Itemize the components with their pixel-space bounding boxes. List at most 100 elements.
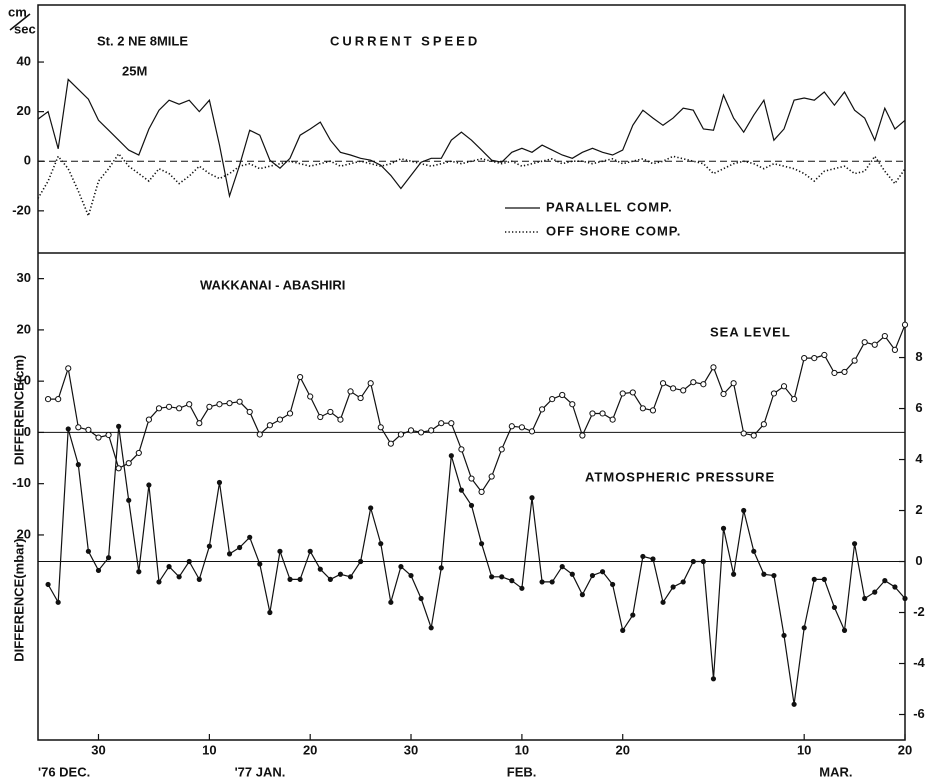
plot-frame: [37, 4, 906, 741]
data-point: [286, 410, 294, 417]
data-point: [872, 589, 878, 595]
data-point: [327, 576, 333, 582]
y-tick-label: 40: [17, 53, 31, 68]
data-point: [297, 576, 303, 582]
data-point: [125, 460, 132, 467]
data-point: [660, 599, 666, 605]
data-point: [458, 487, 465, 493]
data-point: [741, 507, 747, 514]
data-point: [407, 427, 415, 434]
y-tick-label: 20: [17, 526, 31, 541]
data-point: [418, 595, 424, 602]
data-point: [327, 408, 334, 416]
data-point: [317, 566, 323, 572]
data-point: [387, 440, 394, 447]
data-point: [619, 390, 626, 397]
data-point: [236, 398, 243, 405]
data-point: [267, 609, 273, 616]
data-point: [357, 394, 364, 402]
data-point: [891, 346, 899, 353]
data-point: [499, 574, 505, 580]
data-point: [287, 576, 293, 582]
data-point: [448, 453, 454, 459]
data-point: [720, 525, 727, 531]
y-tick-label: 0: [24, 424, 31, 439]
data-point: [630, 612, 636, 618]
data-point: [680, 579, 686, 585]
data-point: [428, 427, 435, 434]
y-tick-label: 10: [17, 373, 31, 388]
data-point: [781, 632, 787, 639]
y2-tick-label: -2: [913, 604, 925, 619]
data-point: [882, 578, 888, 584]
data-point: [771, 572, 777, 579]
y-unit: cm: [8, 4, 27, 19]
data-point: [216, 479, 223, 486]
data-point: [478, 488, 485, 495]
y-tick-label: 30: [17, 270, 31, 285]
data-point: [509, 578, 515, 584]
data-point: [610, 581, 616, 588]
y2-tick-label: 8: [915, 349, 922, 364]
data-point: [358, 558, 364, 565]
data-point: [881, 332, 888, 340]
data-point: [670, 584, 676, 590]
data-point: [105, 555, 112, 561]
unit-slash: [9, 13, 31, 31]
series-label: SEA LEVEL: [710, 324, 791, 339]
data-point: [75, 462, 81, 468]
legend-label: PARALLEL COMP.: [546, 199, 673, 214]
data-point: [892, 584, 898, 590]
legend-label: OFF SHORE COMP.: [546, 223, 681, 238]
data-point: [257, 561, 263, 567]
data-point: [821, 576, 827, 582]
data-point: [155, 405, 163, 412]
y2-tick-label: 6: [915, 400, 922, 415]
data-point: [639, 405, 646, 412]
data-point: [136, 569, 142, 575]
data-point: [438, 420, 445, 427]
data-point: [559, 391, 566, 399]
data-point: [740, 430, 747, 437]
data-point: [246, 408, 253, 416]
data-point: [468, 502, 475, 509]
data-point: [680, 387, 687, 394]
data-point: [841, 627, 848, 633]
data-point: [347, 388, 354, 395]
data-point: [569, 401, 576, 408]
data-point: [105, 431, 112, 439]
data-point: [277, 548, 283, 554]
data-point: [770, 390, 778, 397]
data-point: [55, 396, 62, 403]
data-point: [317, 413, 324, 421]
data-point: [861, 339, 868, 346]
data-point: [569, 571, 575, 577]
data-point: [85, 426, 92, 433]
y-unit: sec: [14, 21, 36, 36]
data-point: [831, 369, 838, 377]
data-point: [518, 424, 526, 431]
data-point: [378, 541, 384, 547]
data-point: [871, 341, 878, 348]
data-point: [256, 431, 263, 438]
data-point: [791, 396, 798, 403]
data-point: [670, 385, 677, 392]
data-point: [95, 567, 102, 574]
x-period-label: FEB.: [507, 764, 537, 779]
data-point: [216, 401, 223, 408]
data-point: [498, 446, 505, 453]
x-tick-label: 30: [91, 742, 105, 757]
data-point: [599, 410, 606, 417]
data-point: [529, 495, 535, 501]
data-point: [629, 389, 636, 396]
x-period-label: '76 DEC.: [38, 764, 90, 779]
y-tick-label: 20: [17, 321, 31, 336]
data-point: [478, 541, 485, 547]
data-point: [428, 625, 434, 631]
x-tick-label: 20: [303, 742, 317, 757]
data-point: [791, 701, 797, 707]
data-point: [862, 595, 868, 602]
y-axis-label: DIFFERENCE(mbar): [11, 538, 26, 662]
data-point: [438, 565, 444, 571]
